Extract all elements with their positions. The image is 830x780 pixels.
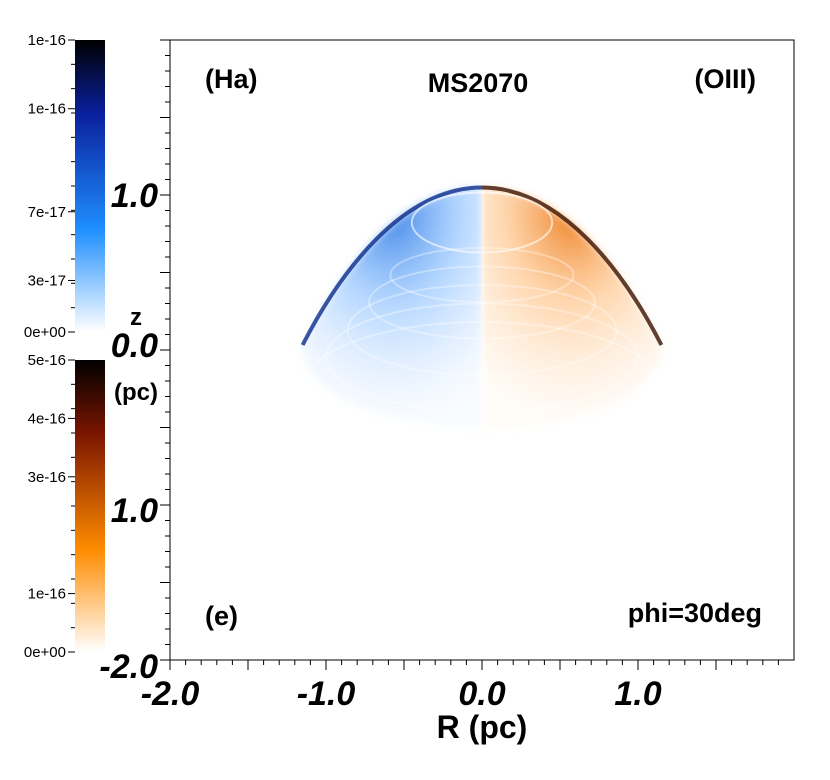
x-tick-label: -1.0 bbox=[297, 675, 356, 713]
colorbar-tick-label: 1e-16 bbox=[28, 101, 66, 118]
colorbar-ha: 0e+00 3e-17 7e-17 1e-16 1e-16 bbox=[24, 32, 105, 341]
y-tick-label: 1.0 bbox=[111, 492, 158, 530]
nebula-ring bbox=[482, 284, 618, 376]
nebula-oiii-half bbox=[482, 185, 664, 449]
annotation-phi: phi=30deg bbox=[628, 598, 762, 628]
nebula-ring bbox=[482, 321, 661, 449]
x-axis-label: R (pc) bbox=[437, 709, 528, 745]
colorbar-tick-label: 0e+00 bbox=[24, 324, 66, 341]
colorbar-oiii-gradient bbox=[75, 360, 105, 652]
x-tick-label: 0.0 bbox=[458, 675, 505, 713]
nebula-ring bbox=[482, 247, 575, 303]
nebula-ring bbox=[482, 191, 554, 254]
nebula-ha-half bbox=[300, 185, 482, 449]
panel-label-e: (e) bbox=[205, 601, 238, 631]
y-axis-label-z: z bbox=[130, 304, 142, 331]
x-tick-labels: -2.0 -1.0 0.0 1.0 bbox=[141, 675, 662, 713]
y-tick-label: 0.0 bbox=[111, 327, 158, 365]
colorbar-tick-label: 1e-16 bbox=[28, 586, 66, 603]
x-tick-label: -2.0 bbox=[141, 675, 200, 713]
y-tick-label: 1.0 bbox=[111, 177, 158, 215]
chart-title: MS2070 bbox=[428, 68, 529, 98]
colorbar-tick-label: 7e-17 bbox=[28, 204, 66, 221]
colorbar-tick-label: 0e+00 bbox=[24, 644, 66, 661]
colorbar-tick-label: 4e-16 bbox=[28, 410, 66, 427]
panel-label-ha: (Ha) bbox=[205, 64, 258, 94]
colorbar-tick-label: 3e-16 bbox=[28, 469, 66, 486]
nebula-ring bbox=[303, 321, 482, 449]
y-tick-label: -2.0 bbox=[99, 648, 158, 686]
y-axis-label-unit: (pc) bbox=[114, 379, 158, 406]
x-minor-ticks bbox=[169, 660, 779, 670]
nebula-ring bbox=[346, 284, 482, 376]
colorbar-tick-label: 1e-16 bbox=[28, 32, 66, 49]
colorbar-ha-gradient bbox=[75, 40, 105, 332]
panel-label-oiii: (OIII) bbox=[695, 64, 757, 94]
colorbar-oiii: 0e+00 1e-16 3e-16 4e-16 5e-16 bbox=[24, 352, 105, 661]
colorbar-tick-label: 5e-16 bbox=[28, 352, 66, 369]
x-tick-label: 1.0 bbox=[614, 675, 661, 713]
y-tick-labels: -2.0 1.0 0.0 1.0 bbox=[99, 177, 158, 686]
nebula-ring bbox=[325, 302, 482, 413]
colorbar-tick-label: 3e-17 bbox=[28, 272, 66, 289]
nebula-ring bbox=[482, 302, 639, 413]
nebula-image bbox=[300, 185, 664, 449]
y-minor-ticks bbox=[160, 39, 170, 661]
nebula-ring bbox=[482, 265, 596, 340]
